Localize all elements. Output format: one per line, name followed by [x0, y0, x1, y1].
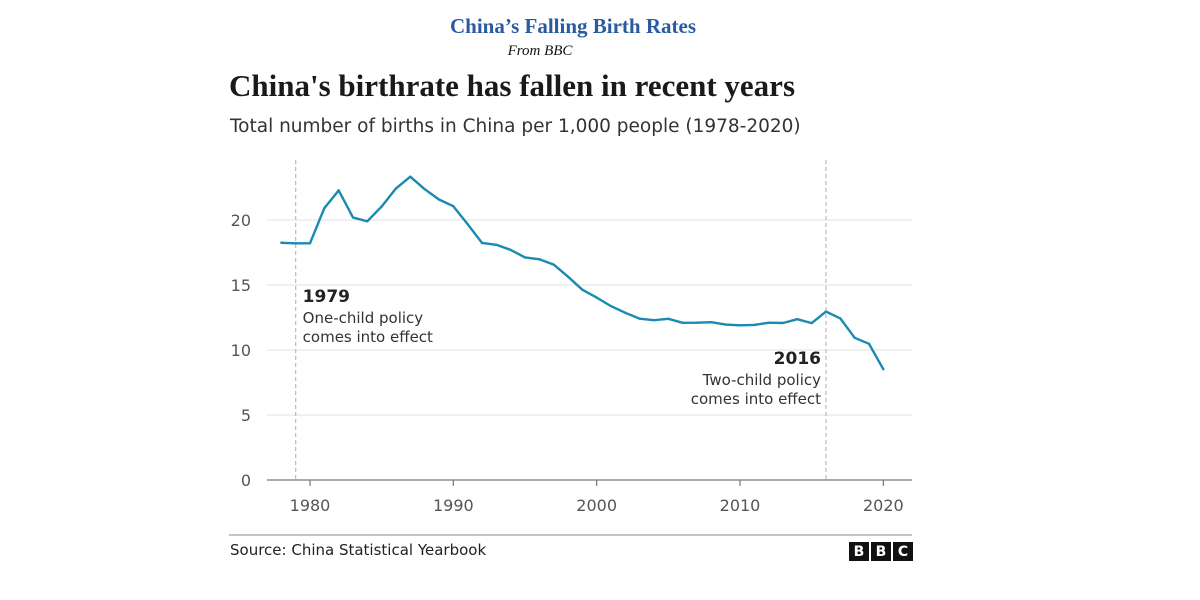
data-point [767, 321, 770, 324]
data-point [882, 368, 885, 371]
data-point [351, 216, 355, 219]
data-point [609, 304, 613, 308]
y-tick-label: 15 [231, 276, 251, 295]
data-point [423, 187, 426, 191]
data-point [796, 317, 799, 321]
data-point [867, 342, 871, 345]
data-point [437, 198, 441, 201]
annotation-year: 2016 [774, 349, 821, 369]
data-point [853, 336, 856, 339]
data-point [595, 296, 598, 299]
annotation-text: Two-child policy [702, 371, 821, 389]
data-point [824, 310, 828, 313]
data-point [738, 324, 742, 327]
annotation-text: One-child policy [303, 309, 424, 327]
x-tick-label: 1980 [290, 496, 331, 515]
data-point [294, 242, 297, 245]
data-point [695, 321, 699, 324]
x-tick-label: 1990 [433, 496, 474, 515]
data-point [681, 321, 684, 325]
data-point [581, 288, 584, 291]
x-tick-label: 2020 [863, 496, 904, 515]
data-point [394, 187, 398, 190]
annotation-text: comes into effect [691, 390, 821, 408]
chart-title: China's birthrate has fallen in recent y… [229, 68, 796, 103]
data-point [624, 311, 627, 315]
source-note: Source: China Statistical Yearbook [230, 541, 487, 559]
x-tick-label: 2000 [576, 496, 617, 515]
logo-letter: C [893, 542, 913, 561]
data-point [323, 206, 326, 210]
x-tick-label: 2010 [720, 496, 761, 515]
data-point [495, 243, 498, 247]
y-tick-label: 5 [241, 406, 251, 425]
chart-subtitle: Total number of births in China per 1,00… [230, 116, 801, 137]
annotation-year: 1979 [303, 287, 350, 307]
data-point [366, 220, 369, 223]
data-point [638, 317, 641, 320]
data-point [409, 175, 412, 178]
bbc-logo: B B C [849, 542, 913, 561]
data-point [781, 321, 785, 325]
data-point [466, 222, 469, 226]
y-tick-label: 0 [241, 471, 251, 490]
data-point [538, 258, 541, 261]
logo-letter: B [871, 542, 891, 561]
data-point [380, 205, 383, 208]
data-point [710, 320, 713, 324]
data-point [552, 263, 555, 266]
header-source: From BBC [507, 43, 573, 59]
data-point [810, 321, 813, 325]
data-point [452, 205, 455, 208]
data-point [280, 241, 283, 244]
data-point [753, 323, 756, 327]
data-point [480, 241, 484, 245]
data-point [308, 242, 312, 245]
data-point [566, 275, 570, 278]
data-point [509, 248, 512, 252]
header-title: China’s Falling Birth Rates [450, 14, 696, 38]
y-tick-label: 20 [231, 211, 251, 230]
data-point [667, 317, 670, 320]
logo-letter: B [849, 542, 869, 561]
data-point [839, 317, 842, 320]
data-point [652, 319, 656, 322]
data-point [337, 189, 340, 192]
data-point [523, 256, 527, 259]
y-tick-label: 10 [231, 341, 251, 360]
data-point [724, 323, 727, 326]
annotation-text: comes into effect [303, 328, 433, 346]
